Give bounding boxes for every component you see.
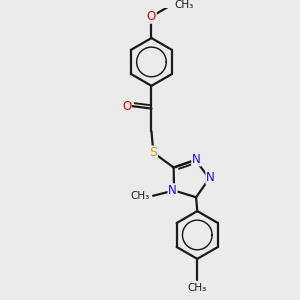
Text: S: S (149, 146, 158, 159)
Text: O: O (147, 10, 156, 23)
Text: O: O (122, 100, 131, 112)
Text: N: N (168, 184, 177, 197)
Text: CH₃: CH₃ (174, 0, 193, 10)
Text: CH₃: CH₃ (188, 283, 207, 293)
Text: CH₃: CH₃ (130, 191, 150, 201)
Text: N: N (206, 171, 215, 184)
Text: N: N (192, 153, 201, 166)
